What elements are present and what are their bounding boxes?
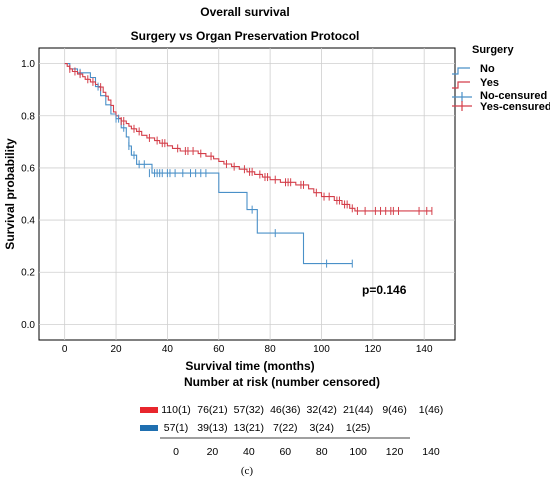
legend-title: Surgery	[472, 44, 514, 56]
x-tick-label: 120	[364, 344, 381, 355]
risk-value: 39(13)	[197, 422, 227, 434]
survival-curve-yes	[64, 63, 432, 212]
x-axis-label: Survival time (months)	[185, 359, 314, 373]
y-tick-label: 0.2	[21, 268, 35, 279]
x-tick-label: 40	[162, 344, 174, 355]
risk-table-title: Number at risk (number censored)	[184, 375, 380, 389]
survival-curve-no	[64, 63, 353, 265]
plot-frame	[38, 47, 456, 341]
risk-value: 7(22)	[273, 422, 298, 434]
risk-row-swatch-yes	[140, 407, 158, 413]
y-axis-label: Survival probability	[3, 138, 17, 250]
x-ticks: 0 20 40 60 80 100 120 140	[62, 344, 433, 355]
risk-x-tick-label: 80	[316, 446, 328, 458]
risk-value: 1(25)	[346, 422, 371, 434]
legend-no-swatch	[452, 67, 470, 75]
survival-curves	[64, 63, 432, 265]
risk-value: 3(24)	[309, 422, 334, 434]
risk-value: 1(46)	[419, 404, 444, 416]
x-tick-label: 60	[213, 344, 225, 355]
legend-yes-swatch	[452, 81, 470, 89]
risk-value: 110(1)	[161, 404, 191, 416]
risk-x-tick-label: 0	[173, 446, 179, 458]
legend-yes-label: Yes	[480, 77, 499, 89]
x-tick-label: 140	[416, 344, 433, 355]
risk-x-tick-label: 140	[422, 446, 440, 458]
x-tick-label: 100	[313, 344, 330, 355]
censor-marks	[69, 64, 433, 268]
risk-x-tick-label: 20	[207, 446, 219, 458]
risk-x-tick-label: 120	[386, 446, 404, 458]
risk-x-tick-label: 40	[243, 446, 255, 458]
y-tick-label: 1.0	[21, 59, 35, 70]
risk-value: 57(1)	[164, 422, 189, 434]
legend-no-censored-swatch	[452, 92, 472, 102]
y-tick-label: 0.0	[21, 320, 35, 331]
chart-title: Overall survival	[200, 5, 289, 19]
y-tick-label: 0.8	[21, 111, 35, 122]
risk-row-swatch-no	[140, 425, 158, 431]
legend-yes-censored-swatch	[452, 101, 472, 111]
legend-no-censored-label: No-censured	[480, 90, 547, 102]
legend-yes-censored-label: Yes-censured	[480, 101, 550, 113]
risk-table: 110(1) 76(21) 57(32) 46(36) 32(42) 21(44) 9(46…	[140, 404, 443, 458]
y-ticks: 0.0 0.2 0.4 0.6 0.8 1.0	[21, 59, 35, 331]
legend-no-label: No	[480, 63, 495, 75]
y-tick-label: 0.6	[21, 163, 35, 174]
risk-value: 9(46)	[382, 404, 407, 416]
risk-value: 32(42)	[307, 404, 337, 416]
legend: Surgery No Yes No-censured Yes-censured	[452, 44, 550, 113]
chart-subtitle: Surgery vs Organ Preservation Protocol	[131, 29, 360, 43]
risk-value: 21(44)	[343, 404, 373, 416]
x-tick-label: 0	[62, 344, 68, 355]
panel-label: (c)	[241, 465, 254, 477]
risk-x-tick-label: 100	[349, 446, 367, 458]
x-tick-label: 20	[110, 344, 122, 355]
risk-value: 46(36)	[270, 404, 300, 416]
risk-value: 57(32)	[234, 404, 264, 416]
x-tick-label: 80	[265, 344, 277, 355]
risk-x-tick-label: 60	[279, 446, 291, 458]
p-value-annotation: p=0.146	[362, 283, 407, 297]
risk-value: 13(21)	[234, 422, 264, 434]
risk-value: 76(21)	[197, 404, 227, 416]
y-tick-label: 0.4	[21, 216, 35, 227]
